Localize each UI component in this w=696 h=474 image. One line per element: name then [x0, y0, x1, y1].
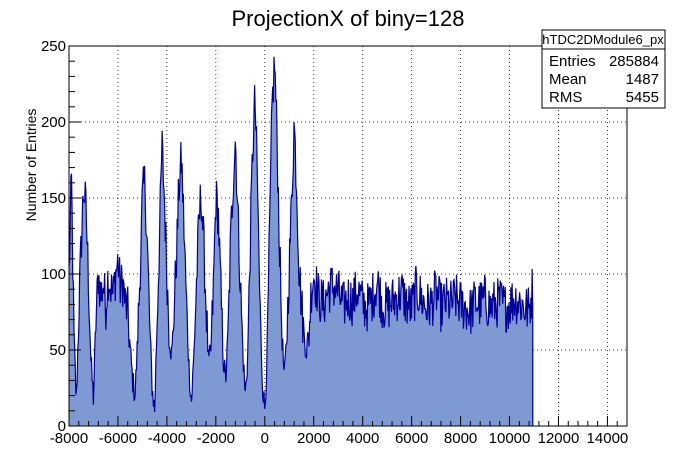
- x-tick-label: 0: [261, 430, 269, 447]
- x-tick-label: -6000: [99, 430, 137, 447]
- y-tick-label: 0: [58, 418, 66, 435]
- x-tick-label: 14000: [587, 430, 629, 447]
- axes: -8000 -6000 -4000 -2000 0 2000 4000 6000 8000 100…: [41, 38, 628, 447]
- x-tick-label: 10000: [489, 430, 531, 447]
- chart-title: ProjectionX of biny=128: [232, 6, 465, 31]
- x-tick-label: -4000: [148, 430, 186, 447]
- x-tick-label: 12000: [538, 430, 580, 447]
- x-tick-label: 4000: [346, 430, 379, 447]
- y-tick-label: 250: [41, 38, 66, 55]
- x-tick-label: -2000: [197, 430, 235, 447]
- y-tick-label: 100: [41, 266, 66, 283]
- stats-box-title: hTDC2DModule6_px: [542, 32, 664, 47]
- stats-rms-label: RMS: [549, 89, 582, 106]
- stats-entries-value: 285884: [609, 53, 659, 70]
- x-tick-label: 8000: [444, 430, 477, 447]
- stats-mean-label: Mean: [549, 71, 587, 88]
- stats-entries-label: Entries: [549, 53, 596, 70]
- stats-box: hTDC2DModule6_px Entries 285884 Mean 148…: [541, 29, 666, 109]
- y-tick-label: 150: [41, 190, 66, 207]
- histogram-fill: [69, 56, 533, 426]
- y-tick-label: 50: [49, 342, 66, 359]
- plot-frame: [68, 45, 628, 427]
- y-tick-label: 200: [41, 114, 66, 131]
- stats-mean-value: 1487: [626, 71, 659, 88]
- histogram-line: [68, 56, 534, 427]
- y-axis-label: Number of Entries: [23, 109, 39, 222]
- stats-box-frame: [541, 29, 666, 109]
- x-tick-label: 2000: [297, 430, 330, 447]
- x-tick-label: 6000: [395, 430, 428, 447]
- stats-rms-value: 5455: [626, 89, 659, 106]
- x-tick-label: -8000: [50, 430, 88, 447]
